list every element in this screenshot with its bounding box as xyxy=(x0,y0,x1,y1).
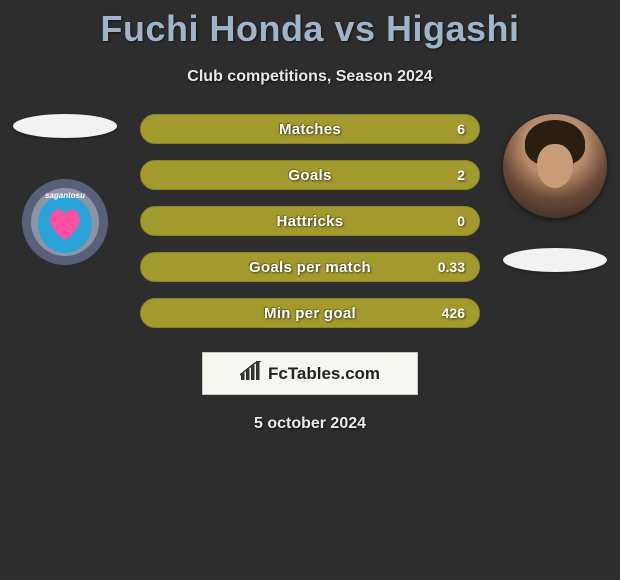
right-player-photo xyxy=(503,114,607,218)
stat-row-matches: Matches 6 xyxy=(140,114,480,144)
stat-label: Min per goal xyxy=(264,305,356,322)
page-title: Fuchi Honda vs Higashi xyxy=(0,0,620,50)
sagan-tosu-badge-icon: sagantosu xyxy=(21,178,109,266)
stat-row-min-per-goal: Min per goal 426 xyxy=(140,298,480,328)
date-text: 5 october 2024 xyxy=(0,415,620,433)
stat-value-right: 0 xyxy=(457,213,465,229)
right-club-badge-placeholder xyxy=(503,248,607,272)
left-player-photo-placeholder xyxy=(13,114,117,138)
stat-value-right: 2 xyxy=(457,167,465,183)
stat-label: Goals xyxy=(288,167,331,184)
stat-label: Matches xyxy=(279,121,341,138)
left-club-badge: sagantosu xyxy=(21,178,109,266)
watermark-text: FcTables.com xyxy=(268,364,380,384)
stat-label: Hattricks xyxy=(277,213,344,230)
stat-row-goals-per-match: Goals per match 0.33 xyxy=(140,252,480,282)
bar-chart-icon xyxy=(240,361,262,386)
stat-value-right: 0.33 xyxy=(438,259,465,275)
left-player-column: sagantosu xyxy=(10,114,120,266)
stat-bars: Matches 6 Goals 2 Hattricks 0 Goals per … xyxy=(140,114,480,328)
stat-row-hattricks: Hattricks 0 xyxy=(140,206,480,236)
stat-row-goals: Goals 2 xyxy=(140,160,480,190)
comparison-area: sagantosu Matches 6 Goals 2 Hattricks 0 … xyxy=(0,114,620,433)
stat-value-right: 6 xyxy=(457,121,465,137)
stat-label: Goals per match xyxy=(249,259,371,276)
right-player-column xyxy=(500,114,610,272)
stat-value-right: 426 xyxy=(442,305,465,321)
badge-text: sagantosu xyxy=(45,191,85,200)
watermark: FcTables.com xyxy=(202,352,418,395)
page-subtitle: Club competitions, Season 2024 xyxy=(0,68,620,86)
